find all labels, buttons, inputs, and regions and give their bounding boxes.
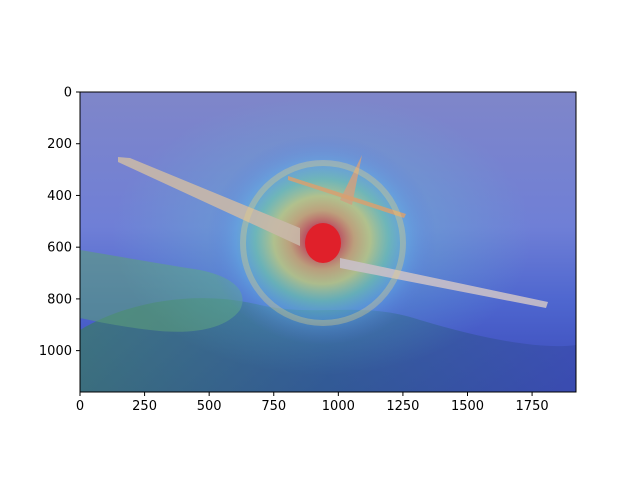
x-tick-label: 1250: [386, 399, 419, 414]
right-wing: [340, 258, 548, 308]
y-tick-label: 0: [64, 86, 72, 101]
axes-frame: [79, 91, 577, 393]
y-tick-label: 200: [47, 137, 72, 152]
left-wing: [118, 157, 300, 246]
x-tick-label: 750: [261, 399, 286, 414]
x-tick-label: 0: [76, 399, 84, 414]
x-tick-label: 1750: [516, 399, 549, 414]
tail-fin: [340, 155, 362, 205]
propeller-spinner: [305, 223, 341, 263]
y-tick-label: 600: [47, 241, 72, 256]
x-axis: 0 250 500 750 1000 1250 1500 1750: [76, 392, 549, 414]
plot-area: [80, 92, 576, 392]
y-tick-label: 800: [47, 292, 72, 307]
tail-plane: [288, 176, 406, 218]
x-tick-label: 500: [197, 399, 222, 414]
y-tick-label: 400: [47, 189, 72, 204]
x-tick-label: 1000: [322, 399, 355, 414]
x-tick-label: 1500: [451, 399, 484, 414]
x-tick-label: 250: [132, 399, 157, 414]
y-tick-label: 1000: [39, 344, 72, 359]
propeller-disc: [240, 160, 406, 326]
y-axis: 0 200 400 600 800 1000: [39, 86, 80, 359]
